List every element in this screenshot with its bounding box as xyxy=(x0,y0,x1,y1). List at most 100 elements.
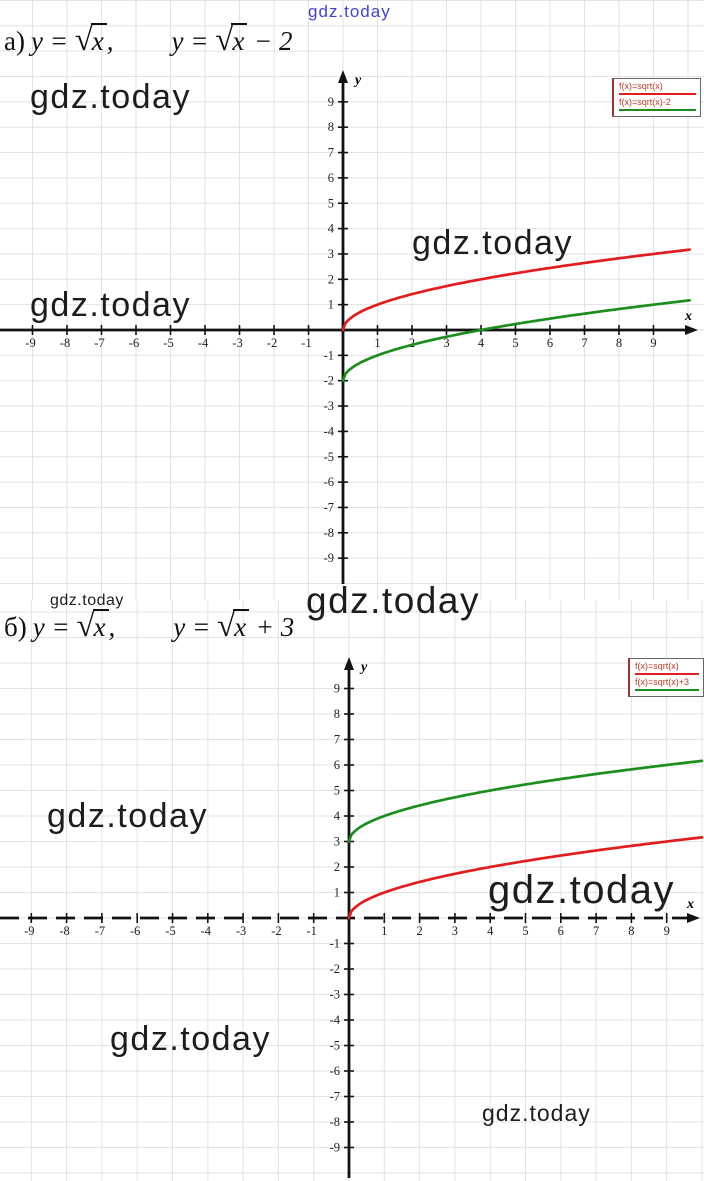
svg-text:9: 9 xyxy=(650,336,656,350)
svg-text:2: 2 xyxy=(409,336,415,350)
watermark-top: gdz.today xyxy=(308,2,391,21)
svg-text:5: 5 xyxy=(328,196,334,210)
svg-text:-4: -4 xyxy=(201,924,212,938)
graph-b: -9 -8 -7 -6 -5 -4 -3 -2 -1 1 2 3 4 5 6 7 8 9 -9 -8 -7 -6 -5 -4 -… xyxy=(0,600,704,1181)
svg-text:6: 6 xyxy=(334,758,340,772)
svg-text:6: 6 xyxy=(328,171,334,185)
svg-text:-3: -3 xyxy=(232,336,242,350)
svg-text:-1: -1 xyxy=(301,336,311,350)
legend-graph-b: f(x)=sqrt(x) f(x)=sqrt(x)+3 xyxy=(628,658,704,697)
svg-text:3: 3 xyxy=(328,247,334,261)
svg-text:1: 1 xyxy=(334,886,340,900)
svg-text:-9: -9 xyxy=(330,1141,340,1155)
tick-labels: -9 -8 -7 -6 -5 -4 -3 -2 -1 1 2 3 4 5 6 7 8 9 -9 -8 -7 -6 -5 -4 -… xyxy=(25,95,656,565)
svg-text:2: 2 xyxy=(328,272,334,286)
svg-text:-6: -6 xyxy=(129,336,139,350)
tick-labels: -9 -8 -7 -6 -5 -4 -3 -2 -1 1 2 3 4 5 6 7 8 9 -9 -8 -7 -6 -5 -4 -… xyxy=(24,682,670,1155)
svg-text:9: 9 xyxy=(328,95,334,109)
legend-label-sqrt: f(x)=sqrt(x) xyxy=(619,81,663,91)
title-section-b: б) y = √x, y = √x + 3 xyxy=(4,608,294,645)
watermark: gdz.today xyxy=(30,286,191,324)
svg-text:6: 6 xyxy=(547,336,553,350)
watermark: gdz.today xyxy=(412,224,573,262)
curve-f(x)=sqrt(x) xyxy=(341,248,692,332)
svg-text:8: 8 xyxy=(616,336,622,350)
section-a-label: а) xyxy=(4,26,25,56)
x-axis-label: x xyxy=(686,897,694,912)
svg-text:-5: -5 xyxy=(163,336,173,350)
svg-text:-5: -5 xyxy=(165,924,175,938)
y-axis-arrow xyxy=(338,70,348,83)
legend-label-sqrt-plus-3: f(x)=sqrt(x)+3 xyxy=(635,677,690,687)
svg-text:7: 7 xyxy=(328,146,334,160)
svg-text:7: 7 xyxy=(581,336,587,350)
y-axis-label: y xyxy=(359,660,368,675)
watermark: gdz.today xyxy=(488,868,675,912)
svg-text:-4: -4 xyxy=(330,1013,341,1027)
grid xyxy=(0,0,704,600)
svg-text:1: 1 xyxy=(381,924,387,938)
svg-text:-6: -6 xyxy=(130,924,140,938)
sqrt-sign: √ xyxy=(215,22,233,58)
svg-text:3: 3 xyxy=(443,336,449,350)
svg-text:4: 4 xyxy=(478,336,485,350)
svg-text:-3: -3 xyxy=(330,988,340,1002)
svg-text:-8: -8 xyxy=(324,526,334,540)
svg-text:-2: -2 xyxy=(271,924,281,938)
svg-text:4: 4 xyxy=(487,924,494,938)
svg-text:-1: -1 xyxy=(324,348,334,362)
svg-text:-1: -1 xyxy=(330,937,340,951)
svg-text:-1: -1 xyxy=(306,924,316,938)
svg-text:7: 7 xyxy=(334,733,340,747)
section-b-label: б) xyxy=(4,612,27,642)
svg-text:1: 1 xyxy=(374,336,380,350)
legend-entry: f(x)=sqrt(x) xyxy=(635,661,699,675)
svg-text:-4: -4 xyxy=(198,336,209,350)
svg-text:-9: -9 xyxy=(324,551,334,565)
svg-text:3: 3 xyxy=(452,924,458,938)
legend-entry: f(x)=sqrt(x)-2 xyxy=(619,97,696,111)
svg-text:5: 5 xyxy=(522,924,528,938)
svg-text:5: 5 xyxy=(512,336,518,350)
sqrt-sign: √ xyxy=(216,608,235,644)
legend-graph-a: f(x)=sqrt(x) f(x)=sqrt(x)-2 xyxy=(612,78,701,117)
watermark: gdz.today xyxy=(47,797,208,835)
svg-text:-3: -3 xyxy=(324,399,334,413)
legend-color-bar-red xyxy=(635,673,699,675)
y-axis-label: y xyxy=(353,73,362,88)
svg-text:4: 4 xyxy=(334,809,341,823)
legend-entry: f(x)=sqrt(x)+3 xyxy=(635,677,699,691)
legend-color-bar-green xyxy=(635,689,699,691)
watermark: gdz.today xyxy=(30,78,191,116)
radicand: x xyxy=(233,609,250,642)
svg-text:-7: -7 xyxy=(95,924,105,938)
legend-label-sqrt: f(x)=sqrt(x) xyxy=(635,661,679,671)
svg-text:-7: -7 xyxy=(330,1090,340,1104)
radicand: x xyxy=(90,23,107,56)
curve-f(x)=sqrt(x)-2 xyxy=(341,298,692,383)
svg-text:6: 6 xyxy=(558,924,564,938)
svg-text:-3: -3 xyxy=(236,924,246,938)
ticks xyxy=(30,687,668,1149)
svg-text:-4: -4 xyxy=(324,424,335,438)
svg-text:-8: -8 xyxy=(330,1115,340,1129)
svg-text:8: 8 xyxy=(328,120,334,134)
svg-text:8: 8 xyxy=(628,924,634,938)
curve-f(x)=sqrt(x)+3 xyxy=(347,759,704,843)
y-axis-arrow xyxy=(344,657,354,670)
svg-text:8: 8 xyxy=(334,707,340,721)
equation-b1: y = √x, xyxy=(32,608,116,644)
graph-a: -9 -8 -7 -6 -5 -4 -3 -2 -1 1 2 3 4 5 6 7 8 9 -9 -8 -7 -6 -5 -4 -… xyxy=(0,0,704,600)
axes xyxy=(0,663,692,1178)
svg-text:2: 2 xyxy=(334,860,340,874)
x-axis-label: x xyxy=(684,309,692,324)
watermark: gdz.today xyxy=(110,1020,271,1058)
equation-b2: y = √x + 3 xyxy=(173,608,295,644)
svg-text:-9: -9 xyxy=(25,336,35,350)
radicand: x xyxy=(92,609,109,642)
ticks xyxy=(31,101,655,559)
watermark: gdz.today xyxy=(482,1100,591,1126)
watermark: gdz.today xyxy=(306,580,480,621)
equation-a2: y = √x − 2 xyxy=(171,22,293,58)
